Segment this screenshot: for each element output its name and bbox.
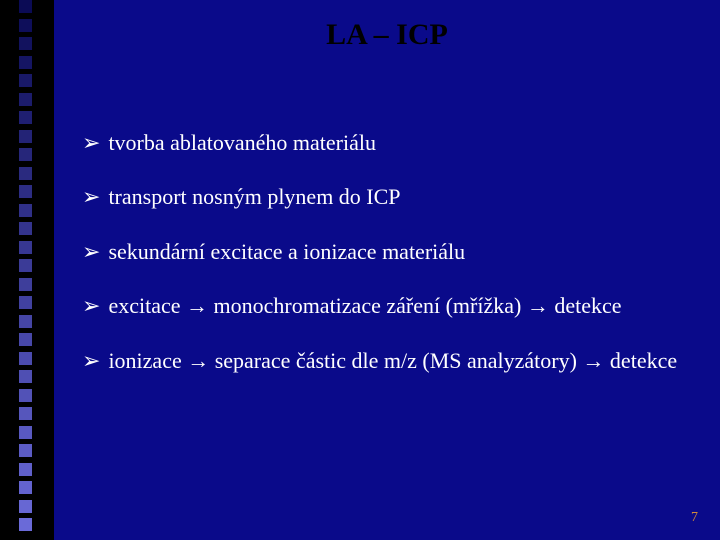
bullet-text: ionizace → separace částic dle m/z (MS a… (108, 348, 682, 374)
side-square (19, 56, 32, 69)
bullet-glyph-icon: ➢ (82, 348, 100, 374)
bullet-item: ➢ transport nosným plynem do ICP (82, 184, 682, 210)
side-square (19, 444, 32, 457)
side-square (19, 426, 32, 439)
page-number: 7 (691, 510, 698, 526)
bullet-glyph-icon: ➢ (82, 130, 100, 156)
side-square (19, 407, 32, 420)
side-square (19, 185, 32, 198)
side-square (19, 130, 32, 143)
side-square (19, 37, 32, 50)
bullet-glyph-icon: ➢ (82, 239, 100, 265)
side-square (19, 278, 32, 291)
bullet-text: tvorba ablatovaného materiálu (108, 130, 682, 156)
side-square (19, 148, 32, 161)
side-square (19, 500, 32, 513)
side-square (19, 19, 32, 32)
side-square (19, 463, 32, 476)
bullet-glyph-icon: ➢ (82, 293, 100, 319)
side-square (19, 333, 32, 346)
side-square (19, 74, 32, 87)
side-square (19, 0, 32, 13)
slide-title: LA – ICP (54, 18, 720, 52)
bullet-list: ➢ tvorba ablatovaného materiálu ➢ transport… (82, 130, 682, 402)
side-square (19, 93, 32, 106)
side-square (19, 111, 32, 124)
bullet-item: ➢ tvorba ablatovaného materiálu (82, 130, 682, 156)
side-square (19, 389, 32, 402)
side-square (19, 204, 32, 217)
side-square (19, 167, 32, 180)
bullet-text: transport nosným plynem do ICP (108, 184, 682, 210)
side-square (19, 481, 32, 494)
bullet-glyph-icon: ➢ (82, 184, 100, 210)
side-square (19, 259, 32, 272)
side-square (19, 352, 32, 365)
side-square (19, 241, 32, 254)
side-square-column (19, 0, 37, 540)
slide: LA – ICP ➢tvorba ablatovaného materiálu➢… (0, 0, 720, 540)
side-square (19, 296, 32, 309)
bullet-text: sekundární excitace a ionizace materiálu (108, 239, 682, 265)
bullet-item: ➢ excitace → monochromatizace záření (mří… (82, 293, 682, 319)
side-square (19, 370, 32, 383)
bullet-text: excitace → monochromatizace záření (mříž… (108, 293, 682, 319)
side-square (19, 518, 32, 531)
bullet-item: ➢ ionizace → separace částic dle m/z (MS … (82, 348, 682, 374)
bullet-item: ➢ sekundární excitace a ionizace materiál… (82, 239, 682, 265)
side-square (19, 315, 32, 328)
side-square (19, 222, 32, 235)
